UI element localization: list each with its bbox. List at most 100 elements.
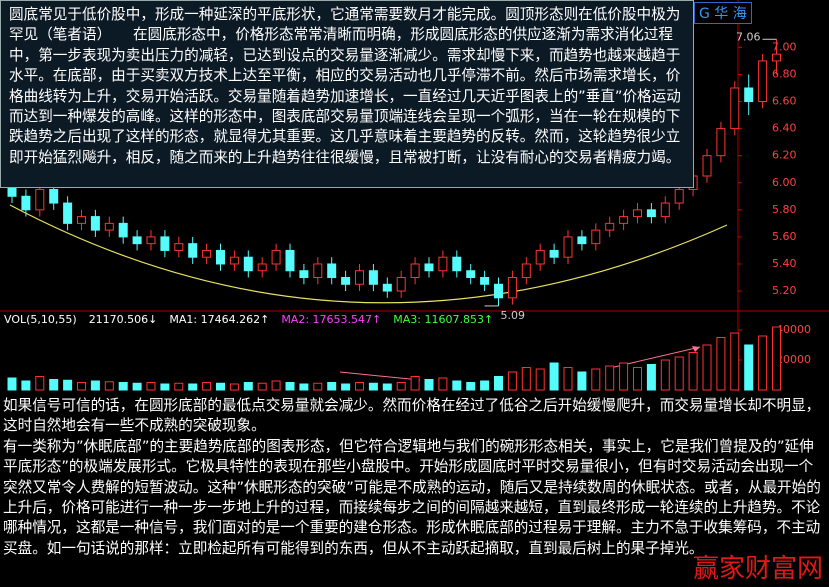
candle-body (271, 249, 281, 265)
volume-header: 21170.506↓ (89, 313, 158, 326)
candle-body (716, 128, 726, 157)
volume-bar (257, 382, 267, 391)
candle-body (591, 229, 601, 245)
candle-body (521, 263, 531, 279)
annotation: 5.09 (501, 309, 526, 322)
candle-body (132, 236, 142, 245)
y-tick-label: 6.00 (772, 176, 797, 189)
candle-body (535, 249, 545, 265)
volume-bar (382, 383, 392, 391)
paragraph: 如果信号可信的话，在圆形底部的最低点交易量就会减少。然而价格在经过了低谷之后开始… (3, 397, 821, 435)
volume-bar (549, 362, 559, 391)
candle-body (327, 263, 337, 279)
candle-body (438, 256, 448, 272)
candle-body (758, 60, 768, 103)
volume-bar (313, 382, 323, 391)
volume-bar (285, 382, 295, 391)
paragraph: 有一类称为”休眠底部”的主要趋势底部的图表形态，但它符合逻辑地与我们的碗形形态相… (3, 437, 821, 557)
candle-body (410, 263, 420, 279)
volume-bar (104, 381, 114, 391)
candle-body (257, 263, 267, 272)
volume-bar (660, 359, 670, 391)
y-tick-label: 6.20 (772, 149, 797, 162)
article: 如果信号可信的话，在圆形底部的最低点交易量就会减少。然而价格在经过了低谷之后开始… (0, 396, 829, 586)
volume-bar (271, 380, 281, 391)
volume-bar (480, 380, 490, 391)
y-tick-label: 7.00 (772, 40, 797, 53)
volume-bar (438, 377, 448, 391)
candle-body (285, 249, 295, 272)
volume-bar (577, 371, 587, 391)
volume-header: MA1: 17464.262↑ (169, 313, 269, 326)
candle-body (480, 277, 490, 285)
candle-body (577, 236, 587, 245)
candle-body (63, 202, 73, 224)
volume-bar (410, 376, 420, 391)
y-tick-label: 6.80 (772, 67, 797, 80)
candle-body (396, 277, 406, 292)
candle-body (299, 270, 309, 279)
overlay-text-box: 圆底常见于低价股中，形成一种延深的平底形状，它通常需要数月才能完成。圆顶形态则在… (0, 0, 694, 188)
volume-bar (535, 368, 545, 391)
candle-body (202, 249, 212, 258)
volume-bar (633, 367, 642, 391)
volume-bar (674, 356, 684, 391)
candle-body (744, 87, 754, 103)
candle-body (494, 283, 503, 299)
y-tick-label: 20000 (776, 353, 811, 366)
volume-bar (396, 382, 406, 391)
candle-body (174, 243, 184, 251)
y-tick-label: 5.80 (772, 203, 797, 216)
candle-body (646, 209, 656, 218)
stock-chart: 5.20 5.40 5.60 5.80 6.00 6.20 6.40 6.60 6.80 7.00… (0, 0, 829, 392)
volume-bar (716, 337, 726, 391)
candle-body (49, 189, 59, 204)
candle-body (160, 236, 170, 251)
y-tick-label: 5.20 (772, 284, 797, 297)
candle-body (466, 270, 476, 279)
volume-bar (216, 382, 225, 391)
candle-body (104, 222, 114, 231)
brand: G 华 海 (694, 2, 752, 24)
candle-body (605, 222, 615, 231)
volume-bar (341, 383, 351, 391)
volume-bar (466, 382, 476, 391)
volume-bar (368, 382, 378, 391)
candle-body (313, 263, 323, 279)
volume-bar (188, 383, 198, 391)
volume-header: MA2: 17653.547↑ (281, 313, 381, 326)
arrow-head (692, 346, 700, 352)
volume-bar (563, 367, 573, 391)
candle-body (229, 256, 239, 265)
volume-bar (591, 368, 601, 391)
volume-bar (424, 379, 434, 391)
volume-bar (507, 371, 517, 391)
y-tick-label: 6.60 (772, 95, 797, 108)
candle-body (368, 270, 378, 285)
candle-body (549, 249, 559, 258)
volume-bar (730, 332, 740, 391)
volume-header: VOL(5,10,55) (4, 313, 77, 326)
volume-bar (619, 362, 629, 391)
volume-bar (174, 382, 184, 391)
volume-bar (758, 335, 768, 391)
volume-bar (202, 382, 212, 391)
volume-bar (744, 344, 754, 391)
volume-bar (688, 352, 698, 391)
volume-bar (355, 382, 364, 391)
volume-bar (772, 326, 781, 391)
volume-bar (63, 379, 73, 391)
volume-bar (7, 377, 17, 391)
candle-body (188, 243, 198, 258)
volume-bar (146, 382, 156, 391)
volume-bar (90, 380, 100, 391)
volume-bar (605, 365, 615, 391)
volume-bar (243, 382, 253, 391)
volume-bar (646, 364, 656, 391)
candle-body (674, 189, 684, 204)
candle-body (619, 216, 629, 224)
candle-body (507, 277, 517, 299)
candle-body (243, 256, 253, 272)
candle-body (146, 236, 156, 245)
candle-body (77, 216, 86, 224)
